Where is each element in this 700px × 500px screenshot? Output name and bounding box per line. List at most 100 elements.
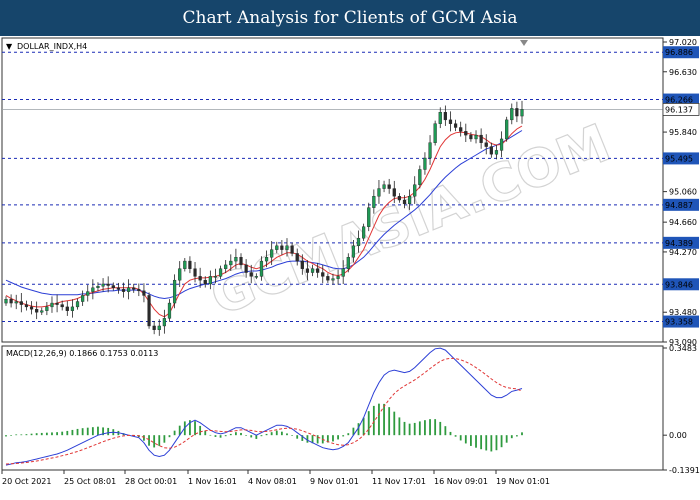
chart-shift-icon[interactable] [520, 40, 528, 46]
price-tick-label: 93.480 [669, 308, 697, 317]
macd-histogram-bar [148, 435, 150, 446]
macd-histogram-bar [163, 435, 166, 443]
candle-body [290, 245, 294, 254]
candle-body [346, 257, 350, 269]
candle-body [453, 123, 458, 128]
dropdown-arrow-icon[interactable]: ▼ [6, 42, 13, 51]
macd-histogram-bar [306, 435, 309, 443]
macd-histogram-bar [429, 419, 431, 436]
candle-body [336, 276, 340, 279]
candle-body [229, 260, 233, 266]
macd-histogram-bar [521, 432, 523, 436]
candle-body [499, 138, 504, 151]
candle-body [50, 302, 54, 308]
candle-body [172, 279, 177, 304]
price-tick-label: 95.060 [669, 188, 697, 197]
macd-histogram-bar [81, 428, 84, 436]
macd-panel[interactable] [1, 345, 664, 471]
candle-body [305, 268, 310, 273]
macd-histogram-bar [194, 421, 196, 436]
macd-histogram-bar [219, 435, 222, 438]
candle-body [310, 268, 315, 273]
x-tick-label: 11 Nov 17:01 [372, 477, 426, 486]
candle-body [142, 290, 146, 296]
candle-body [137, 289, 141, 292]
macd-histogram-bar [204, 430, 207, 436]
macd-histogram-bar [250, 435, 253, 438]
macd-histogram-bar [51, 432, 53, 436]
macd-histogram-bar [301, 435, 304, 441]
level-label-box [663, 315, 699, 328]
macd-histogram-bar [357, 423, 360, 436]
candle-body [234, 257, 238, 262]
candle-body [218, 268, 223, 277]
candle-body [264, 257, 269, 262]
macd-histogram-bar [76, 428, 79, 436]
candle-body [19, 301, 23, 305]
level-label: 95.495 [665, 154, 693, 163]
macd-histogram-bar [25, 434, 28, 436]
candle-body [275, 245, 279, 250]
level-label-box [663, 198, 699, 211]
x-tick-label: 20 Oct 2021 [2, 477, 51, 486]
macd-histogram-bar [464, 435, 467, 444]
candle-body [326, 276, 330, 281]
macd-histogram-bar [15, 434, 18, 436]
chart-area[interactable]: GCMASIA.COM ▼ DOLLAR_INDX,H4 MACD(12,26,… [0, 36, 700, 500]
level-label-box [663, 93, 699, 106]
candle-body [387, 184, 391, 189]
price-tick-label: 93.090 [669, 338, 697, 347]
candle-body [392, 188, 396, 197]
macd-histogram-bar [214, 435, 217, 437]
x-tick-label: 19 Nov 01:01 [496, 477, 550, 486]
macd-histogram-bar [515, 435, 518, 437]
candle-body [101, 283, 105, 287]
macd-histogram-bar [61, 431, 64, 436]
current-price-label: 96.137 [665, 105, 693, 114]
candle-body [14, 301, 18, 304]
macd-histogram-bar [265, 433, 268, 436]
candle-body [356, 237, 361, 247]
chart-title: Chart Analysis for Clients of GCM Asia [182, 8, 518, 28]
candle-body [362, 226, 366, 239]
level-label-box [663, 236, 699, 249]
macd-histogram-bar [418, 421, 421, 436]
candle-body [178, 268, 182, 281]
candle-body [29, 306, 34, 310]
macd-histogram-bar [378, 403, 380, 436]
candle-body [121, 289, 126, 292]
candle-body [484, 142, 488, 147]
candle-body [45, 306, 49, 311]
macd-histogram-bar [40, 432, 43, 436]
candle-body [341, 268, 345, 277]
macd-histogram-bar [209, 434, 212, 436]
macd-histogram-bar [229, 433, 232, 436]
candle-body [203, 279, 207, 285]
macd-histogram-bar [91, 427, 94, 436]
candle-body [132, 287, 136, 290]
candle-body [60, 304, 64, 308]
candle-body [438, 112, 442, 124]
candle-body [428, 142, 432, 159]
macd-histogram-bar [362, 417, 365, 436]
candle-body [152, 325, 156, 330]
macd-histogram-bar [434, 419, 437, 436]
candle-body [157, 325, 161, 330]
candle-body [464, 131, 468, 136]
macd-histogram-bar [485, 435, 488, 451]
candle-body [4, 299, 8, 304]
x-tick-label: 16 Nov 09:01 [434, 477, 488, 486]
candle-body [193, 268, 197, 277]
candle-body [9, 299, 13, 304]
candle-body [407, 195, 412, 205]
macd-histogram-bar [86, 427, 89, 436]
candle-body [459, 127, 463, 132]
chart-header: Chart Analysis for Clients of GCM Asia [0, 0, 700, 36]
macd-histogram-bar [475, 435, 477, 448]
candle-body [316, 268, 320, 273]
x-tick-label: 1 Nov 16:01 [188, 477, 237, 486]
candle-body [91, 287, 95, 292]
macd-histogram-bar [20, 434, 23, 436]
macd-histogram-bar [173, 430, 176, 436]
candle-body [402, 199, 407, 205]
